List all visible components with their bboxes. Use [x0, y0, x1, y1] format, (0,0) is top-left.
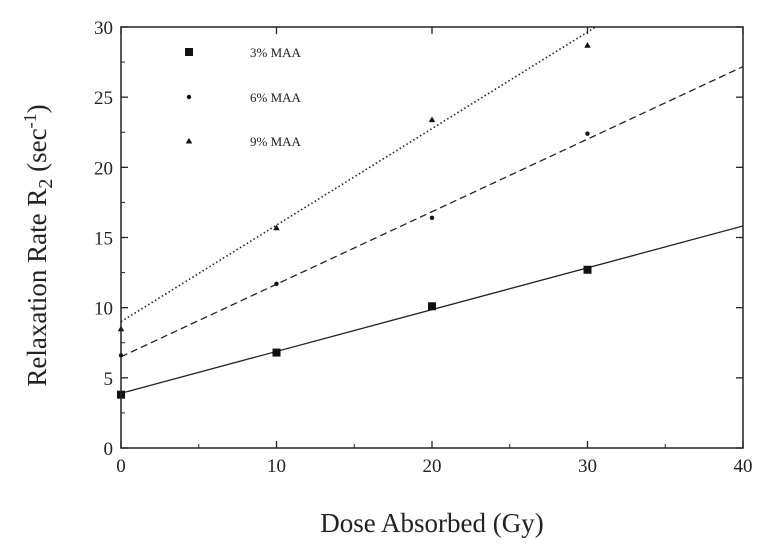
fit-lines [121, 27, 743, 394]
y-axis-title-unit: (sec [22, 128, 52, 178]
legend-marker-square [185, 48, 193, 56]
x-axis-title: Dose Absorbed (Gy) [320, 508, 543, 538]
data-point-triangle [273, 224, 280, 231]
legend: 3% MAA 6% MAA 9% MAA [185, 45, 302, 149]
axis-ticks: 0 10 20 30 40 0 5 10 15 20 25 30 [94, 18, 753, 477]
fit-line-triangle [121, 27, 598, 323]
data-point-triangle [428, 116, 436, 123]
y-tick-label: 20 [94, 158, 113, 179]
x-tick-label: 20 [423, 456, 442, 477]
y-axis-title: Relaxation Rate R2 (sec-1) [20, 104, 57, 386]
plot-frame [120, 26, 744, 449]
x-tick-label: 40 [734, 456, 753, 477]
y-axis-title-main: Relaxation Rate R [22, 189, 52, 387]
y-tick-label: 5 [104, 369, 114, 390]
y-tick-label: 15 [94, 229, 113, 250]
y-tick-label: 30 [94, 18, 113, 39]
y-axis-title-unit-close: ) [22, 104, 52, 113]
y-tick-label: 10 [94, 299, 113, 320]
data-point-square [272, 348, 281, 357]
legend-label: 9% MAA [250, 134, 302, 149]
data-point-triangle [584, 42, 591, 48]
x-tick-label: 10 [267, 456, 286, 477]
data-point-dot [585, 131, 590, 136]
y-axis-title-subscript: 2 [35, 179, 57, 189]
x-tick-label: 0 [116, 456, 126, 477]
x-tick-label: 30 [578, 456, 597, 477]
data-point-square [583, 265, 592, 274]
data-point-dot [274, 281, 279, 287]
legend-label: 6% MAA [250, 90, 302, 105]
data-point-dot [429, 215, 435, 221]
y-tick-label: 0 [104, 439, 114, 460]
fit-line-dot [121, 65, 743, 358]
y-axis-title-superscript: -1 [20, 113, 40, 128]
legend-marker-dot [186, 94, 192, 100]
legend-marker-triangle [185, 137, 193, 144]
data-point-square [428, 302, 436, 311]
legend-label: 3% MAA [250, 45, 302, 60]
y-tick-label: 25 [94, 88, 113, 109]
